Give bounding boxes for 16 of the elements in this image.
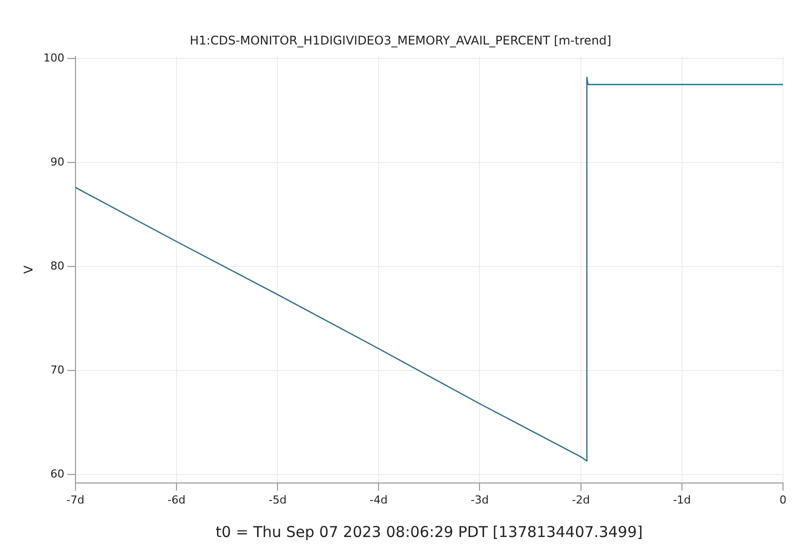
y-tick-label: 70 — [50, 363, 64, 376]
x-tick-label: -3d — [470, 493, 489, 506]
x-tick-label: -2d — [572, 493, 590, 506]
y-tick-label: 90 — [50, 155, 64, 168]
y-tick-label: 80 — [50, 259, 64, 272]
chart-title: H1:CDS-MONITOR_H1DIGIVIDEO3_MEMORY_AVAIL_PERCENT [m-trend] — [190, 33, 612, 48]
x-tick-label: -6d — [168, 493, 186, 506]
x-tick-label: -7d — [66, 493, 84, 506]
y-tick-label: 60 — [50, 467, 64, 480]
y-axis-title: V — [21, 264, 36, 274]
x-tick-label: -5d — [268, 493, 287, 506]
y-tick-label: 100 — [43, 51, 64, 64]
x-axis-title: t0 = Thu Sep 07 2023 08:06:29 PDT [1378134407.3499] — [216, 522, 643, 541]
x-tick-label: -4d — [370, 493, 388, 506]
x-tick-label: -1d — [672, 493, 691, 506]
x-tick-label: 0 — [780, 493, 786, 506]
